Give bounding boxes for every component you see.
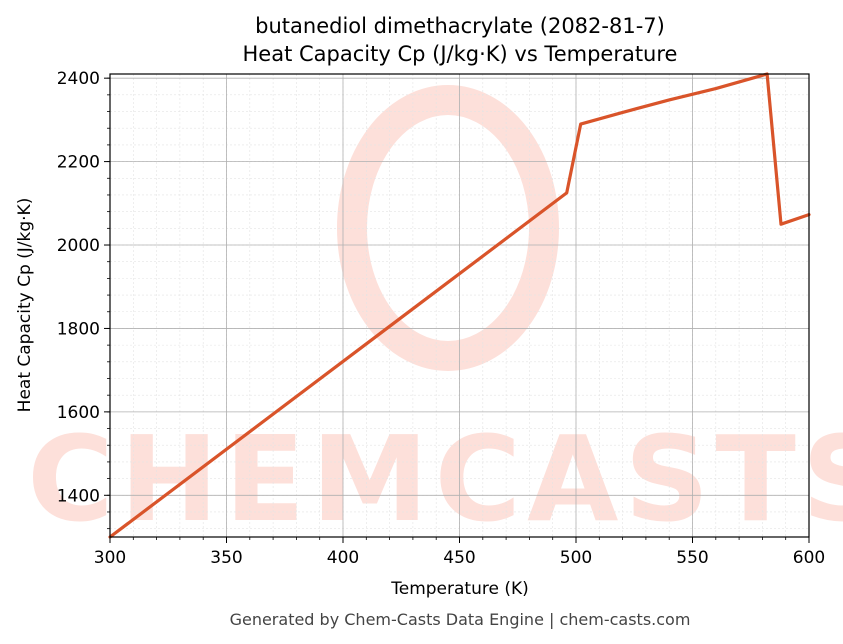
series-layer [108,72,811,539]
y-axis-label: Heat Capacity Cp (J/kg·K) [15,198,35,413]
y-tick-label: 1400 [57,486,100,506]
watermark-ring [337,85,559,371]
x-tick-label: 500 [560,548,592,568]
x-tick-label: 350 [210,548,242,568]
y-tick-label: 2400 [57,69,100,89]
watermark-text: CHEMCASTS [27,410,843,548]
x-tick-label: 400 [327,548,359,568]
x-axis: 300 350 400 450 500 550 600 [94,537,825,568]
chart-subtitle: Heat Capacity Cp (J/kg·K) vs Temperature [243,42,678,66]
y-tick-label: 1800 [57,319,100,339]
y-tick-label: 2000 [57,236,100,256]
series-line [108,72,811,539]
x-tick-label: 550 [676,548,708,568]
chart-title: butanediol dimethacrylate (2082-81-7) [255,14,665,38]
footer-credit: Generated by Chem-Casts Data Engine | ch… [230,610,691,629]
watermark: CHEMCASTS [27,85,843,548]
y-tick-label: 1600 [57,403,100,423]
y-axis: 1400 1600 1800 2000 2200 2400 [57,69,110,530]
x-axis-label: Temperature (K) [390,579,529,599]
x-tick-label: 300 [94,548,126,568]
x-tick-label: 600 [793,548,825,568]
x-tick-label: 450 [443,548,475,568]
y-tick-label: 2200 [57,153,100,173]
